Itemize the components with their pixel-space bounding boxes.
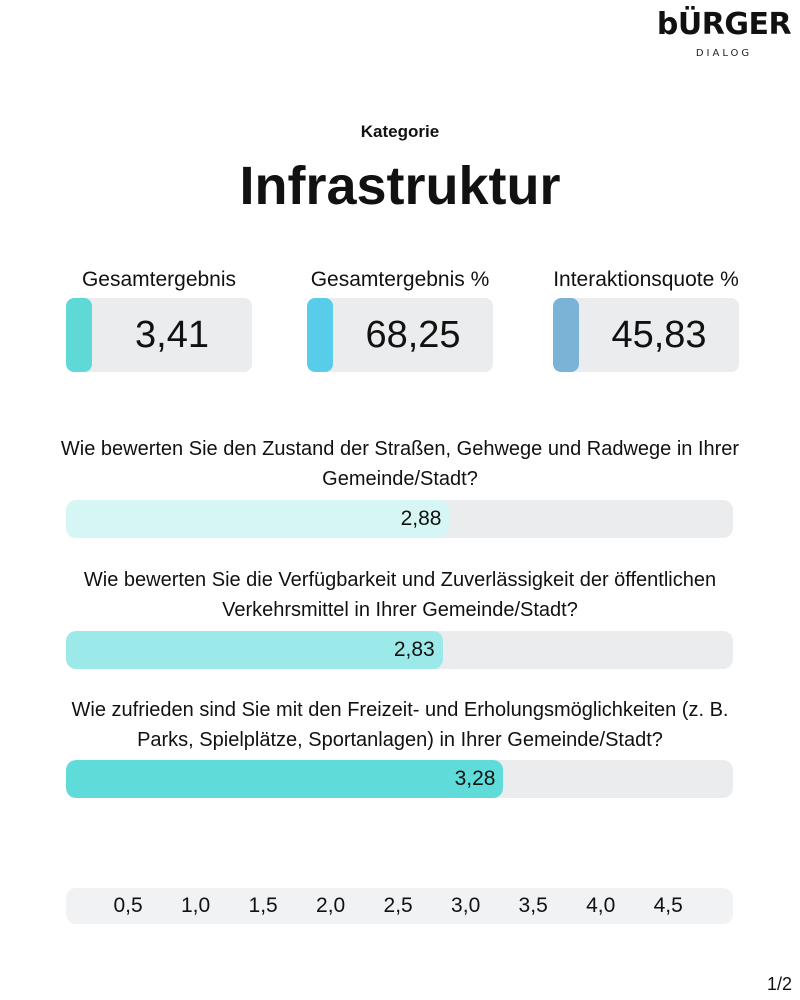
logo-subtitle: DIALOG bbox=[695, 48, 753, 59]
metric-accent bbox=[66, 298, 92, 372]
metric-accent bbox=[307, 298, 333, 372]
metric-box: 45,83 bbox=[553, 298, 739, 372]
bar-fill bbox=[66, 760, 504, 798]
x-tick-label: 2,0 bbox=[316, 894, 346, 917]
bar-value-label: 2,83 bbox=[393, 638, 435, 661]
logo-wordmark: bÜRGER bbox=[656, 7, 792, 42]
bar-track: 2,88 bbox=[66, 500, 733, 538]
x-tick-label: 3,5 bbox=[518, 894, 548, 917]
x-tick-label: 1,5 bbox=[248, 894, 278, 917]
x-tick-label: 1,0 bbox=[181, 894, 211, 917]
bar-track: 2,83 bbox=[66, 631, 733, 669]
brand-logo: bÜRGER DIALOG bbox=[656, 7, 792, 60]
metric-total-percent: Gesamtergebnis % 68,25 bbox=[307, 266, 493, 372]
metric-interaction-rate: Interaktionsquote % 45,83 bbox=[553, 266, 739, 372]
metric-box: 68,25 bbox=[307, 298, 493, 372]
metric-label: Gesamtergebnis bbox=[81, 268, 237, 291]
metric-value: 3,41 bbox=[135, 313, 209, 356]
bar-value-label: 3,28 bbox=[454, 767, 496, 790]
question-text: Wie bewerten Sie den Zustand der Straßen… bbox=[60, 438, 740, 490]
metric-value: 68,25 bbox=[365, 313, 461, 356]
x-axis-scale: 0,5 1,0 1,5 2,0 2,5 3,0 3,5 4,0 4,5 bbox=[66, 888, 733, 924]
bar-track: 3,28 bbox=[66, 760, 733, 798]
x-tick-label: 2,5 bbox=[383, 894, 413, 917]
bar-fill bbox=[66, 631, 443, 669]
bar-fill bbox=[66, 500, 450, 538]
metric-accent bbox=[553, 298, 579, 372]
metric-value: 45,83 bbox=[611, 313, 707, 356]
x-tick-label: 3,0 bbox=[451, 894, 481, 917]
metric-label: Interaktionsquote % bbox=[553, 268, 739, 291]
question-text: Wie bewerten Sie die Verfügbarkeit und Z… bbox=[83, 569, 717, 621]
question-text: Wie zufrieden sind Sie mit den Freizeit-… bbox=[71, 699, 729, 751]
page-number: 1/2 bbox=[766, 974, 792, 994]
metric-box: 3,41 bbox=[66, 298, 252, 372]
category-label: Kategorie bbox=[360, 122, 440, 141]
x-tick-label: 4,0 bbox=[586, 894, 616, 917]
category-title: Infrastruktur bbox=[239, 156, 561, 216]
bar-value-label: 2,88 bbox=[400, 507, 442, 530]
x-tick-label: 0,5 bbox=[113, 894, 143, 917]
x-tick-label: 4,5 bbox=[653, 894, 683, 917]
metric-label: Gesamtergebnis % bbox=[310, 268, 490, 291]
metric-total-score: Gesamtergebnis 3,41 bbox=[66, 266, 252, 372]
